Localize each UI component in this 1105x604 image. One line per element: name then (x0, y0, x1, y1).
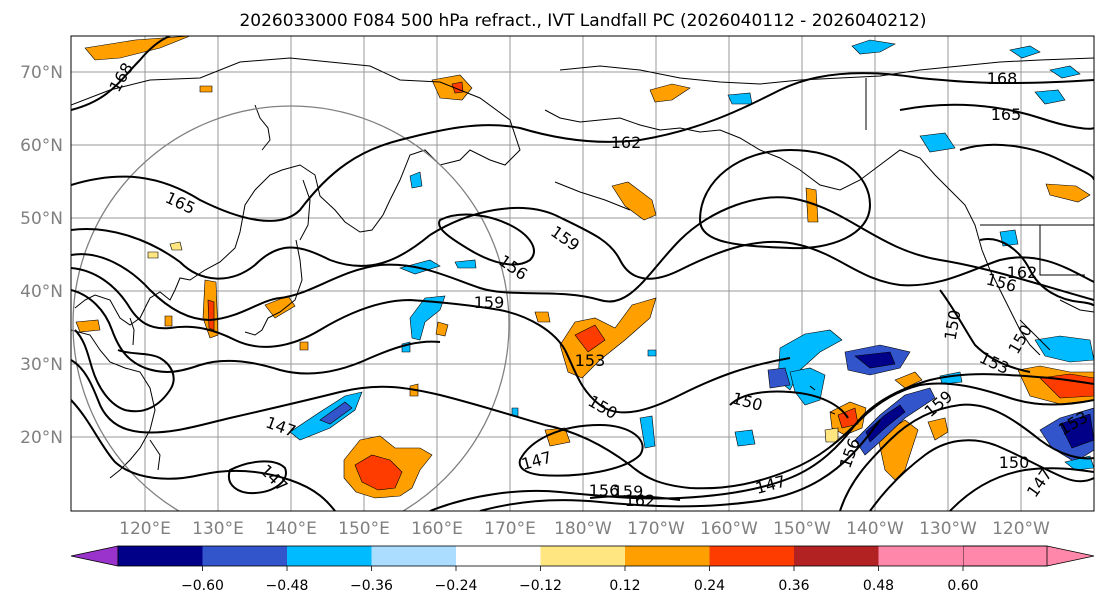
lon-label: 160°E (411, 519, 463, 539)
contour-label: 162 (625, 491, 656, 510)
colorbar-tick-label: 0.36 (778, 578, 809, 594)
colorbar-segment (794, 546, 879, 566)
lon-label: 140°W (846, 519, 904, 539)
map-panel: 168 165 162 159 156 153 150 147 168 165 … (70, 35, 1095, 512)
contour-label: 162 (1007, 263, 1038, 282)
lon-label: 130°W (919, 519, 977, 539)
colorbar-extend-min (70, 545, 119, 567)
lat-label: 60°N (20, 136, 63, 156)
colorbar-tick-label: −0.48 (266, 578, 309, 594)
lon-label: 180°W (554, 519, 612, 539)
colorbar-tick-label: 0.24 (694, 578, 725, 594)
lon-label: 140°E (265, 519, 317, 539)
colorbar-tick-label: −0.60 (181, 578, 224, 594)
contour-label: 159 (613, 482, 644, 501)
contour-label: 165 (991, 105, 1022, 124)
lat-label: 30°N (20, 355, 63, 375)
lat-label: 50°N (20, 209, 63, 229)
colorbar-tick-label: −0.36 (350, 578, 393, 594)
colorbar-segment (540, 546, 625, 566)
lon-label: 120°E (119, 519, 171, 539)
geopotential-contours (71, 36, 1094, 511)
colorbar-segment (456, 546, 541, 566)
lon-label: 150°W (773, 519, 831, 539)
lat-label: 40°N (20, 282, 63, 302)
longitude-labels: 120°E 130°E 140°E 150°E 160°E 170°E 180°… (119, 519, 1050, 539)
colorbar-segment (371, 546, 456, 566)
lon-label: 120°W (992, 519, 1050, 539)
colorbar-segment (118, 546, 203, 566)
lat-label: 20°N (20, 428, 63, 448)
contour-label: 156 (589, 481, 620, 500)
colorbar-tick-label: −0.12 (519, 578, 562, 594)
colorbar-segment (625, 546, 710, 566)
contour-label: 168 (987, 69, 1018, 88)
colorbar-tick-label: 0.48 (863, 578, 894, 594)
colorbar-segment (202, 546, 287, 566)
colorbar-segment (287, 546, 372, 566)
lon-label: 170°E (484, 519, 536, 539)
colorbar: −0.60 −0.48 −0.36 −0.24 −0.12 0.12 0.24 … (70, 545, 1095, 594)
contour-label: 162 (611, 133, 642, 152)
lat-label: 70°N (20, 63, 63, 83)
colorbar-tick-label: 0.12 (609, 578, 640, 594)
contour-label: 150 (999, 453, 1030, 472)
figure-title: 2026033000 F084 500 hPa refract., IVT La… (239, 11, 926, 31)
contour-label: 159 (474, 293, 505, 312)
shaded-anomaly-fields (75, 36, 1094, 499)
colorbar-tick-label: 0.60 (947, 578, 978, 594)
lon-label: 150°E (338, 519, 390, 539)
lon-label: 170°W (627, 519, 685, 539)
colorbar-tick-label: −0.24 (435, 578, 478, 594)
map-frame (70, 35, 1095, 512)
colorbar-segment (709, 546, 794, 566)
latitude-labels: 70°N 60°N 50°N 40°N 30°N 20°N (20, 63, 63, 448)
contour-label: 153 (575, 351, 606, 370)
landfall-radius-circle (72, 105, 510, 511)
colorbar-extend-max (962, 545, 1095, 567)
colorbar-frame (117, 545, 1048, 567)
colorbar-segment (878, 546, 963, 566)
lon-label: 160°W (700, 519, 758, 539)
lon-label: 130°E (192, 519, 244, 539)
contour-labels: 168 165 162 159 156 153 150 147 168 165 … (105, 59, 1091, 510)
